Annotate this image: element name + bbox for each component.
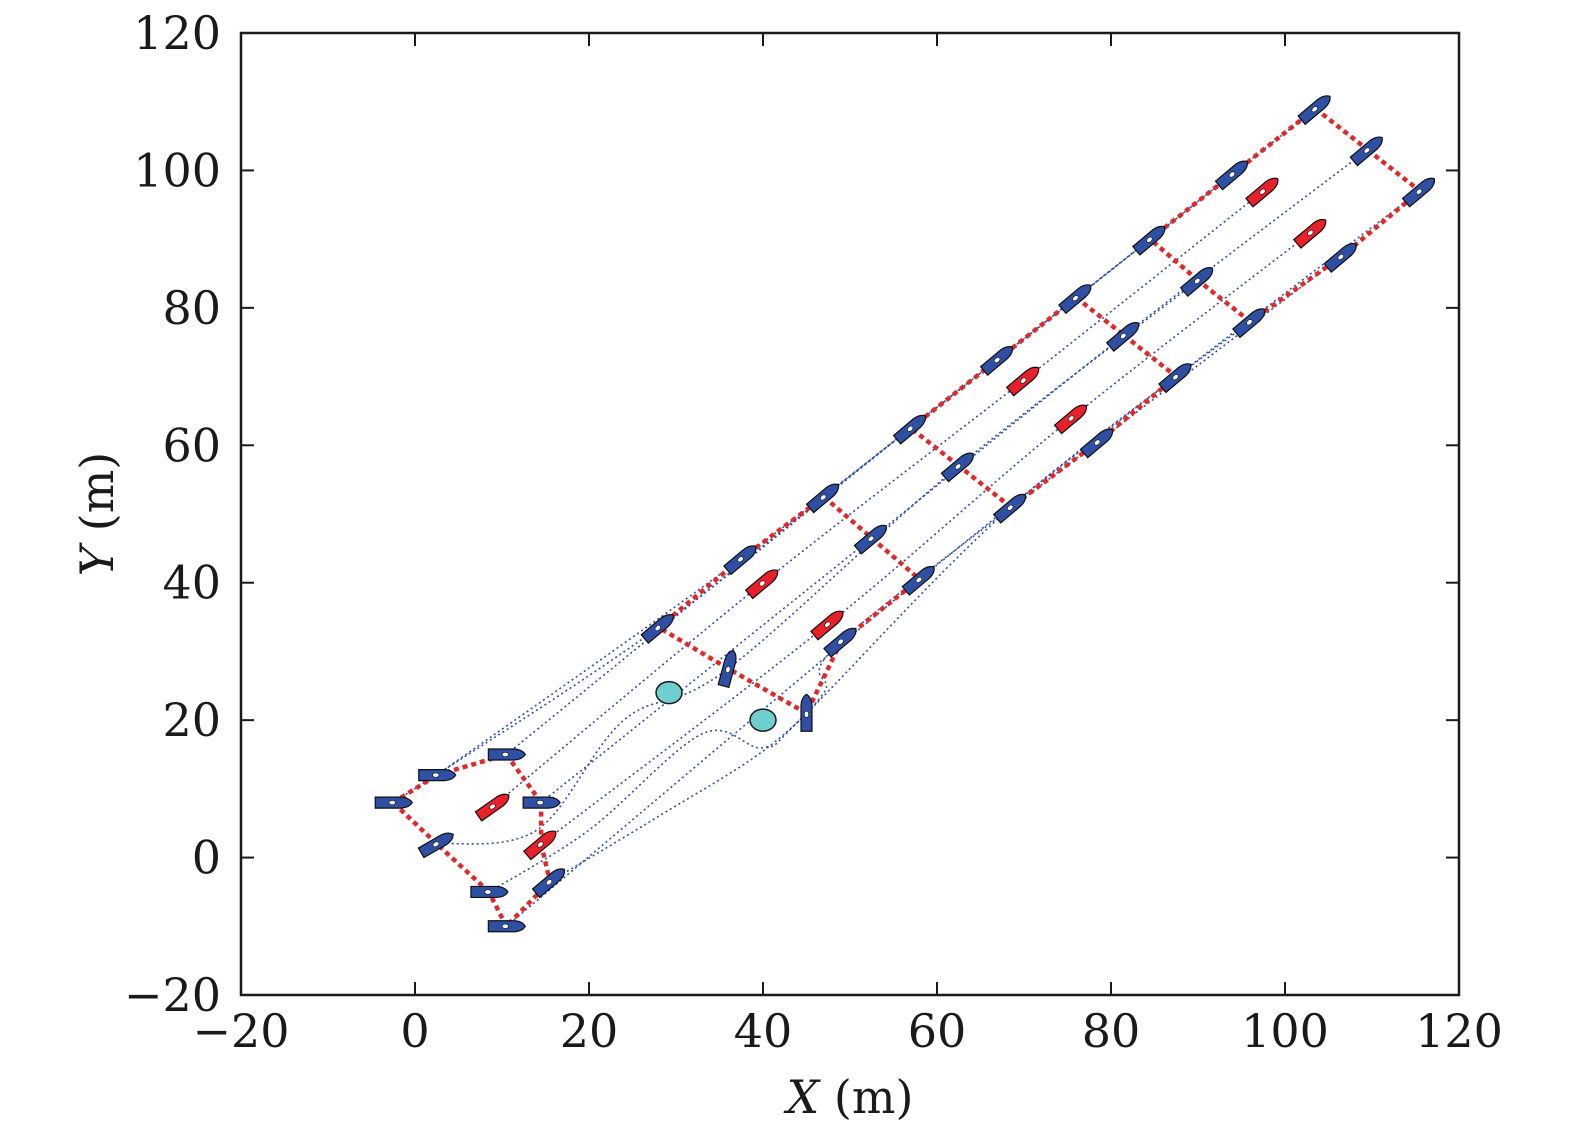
formation-edge: [1366, 148, 1422, 193]
leader-vessel-marker: [1053, 404, 1088, 435]
y-tick-label: 20: [162, 693, 221, 747]
formation-edge: [1074, 295, 1126, 338]
follower-vessel-marker: [1214, 160, 1249, 191]
follower-vessel-marker: [853, 524, 888, 555]
x-tick-label: 60: [908, 1004, 967, 1058]
follower-vessel-marker: [470, 885, 509, 899]
follower-vessel-marker: [805, 483, 840, 514]
formation-edge: [435, 842, 491, 894]
formation-edge: [957, 464, 1013, 509]
y-axis-label: Y (m): [70, 452, 124, 577]
follower-vessel-marker: [1079, 428, 1114, 459]
follower-vessel-marker: [1349, 136, 1383, 167]
follower-vessel-marker: [1179, 267, 1214, 298]
vessels: [374, 95, 1436, 933]
vessel-trajectory: [505, 190, 1421, 927]
follower-vessel-marker: [1131, 225, 1166, 256]
formation-edge: [391, 800, 439, 846]
y-tick-label: 100: [133, 143, 221, 197]
leader-vessel-marker: [474, 793, 510, 822]
leader-vessel-marker: [744, 569, 779, 600]
plot-frame: [239, 31, 1461, 997]
formation-edge: [822, 495, 874, 540]
formation-edge: [1196, 278, 1252, 324]
formation-edge: [538, 843, 553, 883]
y-tick-label: 0: [192, 831, 221, 885]
follower-vessel-marker: [487, 920, 527, 933]
follower-vessel-marker: [418, 769, 457, 782]
leader-vessel-marker: [1292, 218, 1327, 249]
y-tick-label: 80: [162, 281, 221, 335]
y-tick-label: −20: [124, 968, 221, 1022]
follower-vessel-marker: [901, 565, 935, 596]
vessel-trajectory: [436, 173, 1234, 776]
x-tick-label: 80: [1082, 1004, 1141, 1058]
x-axis-label: X (m): [784, 1070, 914, 1124]
obstacle-marker: [655, 680, 683, 705]
x-tick-label: −20: [192, 1004, 289, 1058]
y-tick-label: 120: [133, 6, 221, 60]
formation-edge: [504, 753, 543, 804]
formation-edge: [1122, 333, 1178, 379]
follower-vessel-marker: [1058, 284, 1092, 315]
axis-ticks: −20 0 20 40 60 80 100 120 −20 0 20 40 60 80 100 120: [124, 6, 1503, 1058]
y-tick-label: 60: [162, 418, 221, 472]
x-tick-label: 100: [1241, 1004, 1329, 1058]
follower-vessel-marker: [992, 493, 1027, 524]
x-tick-label: 40: [734, 1004, 793, 1058]
follower-vessel-marker: [531, 868, 566, 899]
formation-edge: [1314, 106, 1370, 152]
obstacles: [655, 680, 777, 732]
follower-vessel-marker: [640, 614, 674, 645]
follower-vessel-marker: [1232, 308, 1266, 339]
follower-vessel-marker: [522, 796, 561, 809]
follower-vessel-marker: [417, 832, 454, 859]
obstacle-marker: [749, 708, 777, 732]
formation-edge: [909, 426, 961, 468]
leader-vessel-marker: [1245, 177, 1279, 208]
follower-vessel-marker: [717, 649, 737, 689]
formation-edge: [1148, 237, 1200, 283]
follower-vessel-marker: [940, 452, 975, 483]
x-tick-label: 0: [400, 1004, 429, 1058]
follower-vessel-marker: [487, 748, 527, 761]
follower-vessel-marker: [979, 346, 1014, 377]
formation-edge: [486, 890, 509, 928]
follower-vessel-marker: [892, 414, 927, 445]
formation-edge: [870, 536, 922, 581]
formation-edge: [727, 666, 808, 716]
leader-vessel-marker: [522, 830, 557, 861]
vessel-trajectory: [540, 231, 1312, 845]
leader-vessel-marker: [810, 610, 844, 641]
follower-vessel-marker: [823, 627, 857, 658]
follower-vessel-marker: [1297, 95, 1331, 126]
x-tick-label: 120: [1415, 1004, 1503, 1058]
follower-vessel-marker: [1105, 321, 1140, 352]
follower-vessel-marker: [1158, 363, 1192, 394]
leader-vessel-marker: [1005, 366, 1040, 397]
y-tick-label: 40: [162, 556, 221, 610]
vessel-trajectory: [540, 149, 1369, 804]
x-tick-label: 20: [560, 1004, 619, 1058]
follower-vessel-marker: [1401, 177, 1436, 208]
follower-vessel-marker: [1323, 242, 1357, 273]
formation-edge: [657, 625, 730, 671]
follower-vessel-marker: [374, 796, 413, 809]
follower-vessel-marker: [723, 545, 757, 576]
vessel-trajectory: [549, 255, 1343, 883]
vessel-trajectory: [436, 279, 1199, 845]
follower-vessel-marker: [800, 693, 813, 732]
vessel-trajectory: [492, 190, 1264, 807]
